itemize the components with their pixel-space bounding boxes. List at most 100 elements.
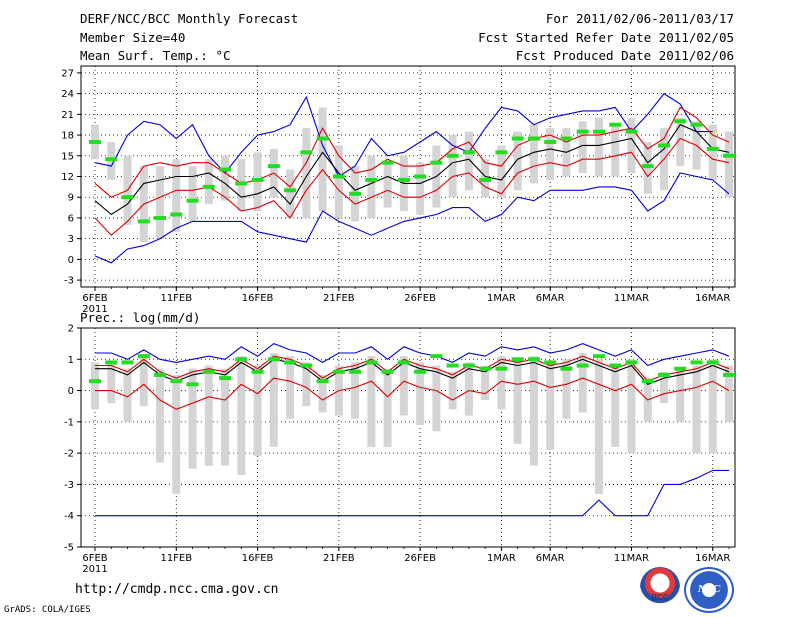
spread-box	[351, 362, 360, 419]
ensemble-mean-line	[94, 124, 730, 216]
spread-box	[286, 169, 295, 218]
spread-box	[725, 131, 733, 198]
spread-box	[188, 166, 197, 222]
spread-box	[221, 368, 230, 466]
spread-box	[383, 368, 392, 447]
precip-panel-title: Prec.: log(mm/d)	[80, 310, 201, 325]
spread-lower-line	[94, 137, 730, 236]
spread-box	[659, 371, 668, 404]
y-tick-label: 24	[61, 89, 74, 100]
spread-box	[172, 159, 181, 232]
observation-marker	[674, 119, 687, 124]
spread-box	[448, 371, 457, 410]
observation-marker	[560, 136, 573, 141]
spread-box	[513, 131, 522, 191]
spread-box	[188, 368, 197, 469]
x-tick-label: 21FEB	[323, 293, 355, 304]
spread-box	[204, 159, 213, 205]
spread-lower-line	[95, 377, 730, 410]
observation-marker	[690, 122, 703, 127]
observation-marker	[511, 136, 524, 141]
observation-marker	[186, 382, 199, 387]
spread-box	[139, 356, 148, 407]
observation-marker	[300, 150, 313, 155]
spread-box	[156, 368, 165, 463]
spread-box	[562, 359, 571, 419]
plot-frame	[80, 327, 736, 548]
observation-marker	[137, 219, 150, 224]
observation-marker	[332, 174, 345, 179]
observation-marker	[592, 354, 605, 359]
spread-box	[611, 365, 620, 447]
year-label: 2011	[82, 564, 107, 575]
spread-box	[416, 362, 425, 425]
observation-marker	[349, 369, 362, 374]
y-tick-label: -3	[64, 276, 74, 287]
observation-marker	[137, 354, 150, 359]
x-tick-label: 26FEB	[404, 293, 436, 304]
observation-marker	[300, 363, 313, 368]
x-tick-label: 11FEB	[160, 293, 192, 304]
spread-box	[708, 124, 717, 180]
spread-box	[237, 356, 246, 476]
y-tick-label: -3	[64, 480, 74, 491]
spread-box	[399, 356, 408, 416]
spread-box	[594, 117, 603, 177]
observation-marker	[251, 369, 264, 374]
spread-box	[464, 362, 473, 416]
observation-marker	[414, 369, 427, 374]
observation-marker	[479, 366, 492, 371]
spread-box	[91, 362, 99, 410]
spread-box	[253, 365, 262, 457]
observation-marker	[576, 129, 589, 134]
observation-marker	[592, 129, 605, 134]
temperature-panel: -3 0 3 6 9 12 15 18 21 24 27 6FEB 11FEB 16FEB 21FEB 26F…	[61, 65, 736, 315]
spread-box	[513, 359, 522, 444]
x-tick-label: 11MAR	[614, 293, 649, 304]
observation-marker	[690, 360, 703, 365]
y-tick-label: 21	[61, 110, 74, 121]
spread-box	[172, 374, 181, 494]
observation-marker	[657, 143, 670, 148]
observation-marker	[219, 376, 232, 381]
observation-marker	[365, 360, 378, 365]
ncc-logo-text: NCC	[697, 583, 721, 595]
spread-box	[464, 131, 473, 191]
spread-box	[367, 356, 376, 447]
year-label: 2011	[82, 304, 107, 315]
y-tick-label: 3	[68, 234, 74, 245]
spread-box	[578, 121, 587, 174]
observation-marker	[723, 372, 735, 377]
bcc-logo: BCC	[640, 567, 680, 607]
observation-marker	[495, 366, 508, 371]
max-line	[95, 342, 730, 367]
x-tick-label: 6MAR	[536, 293, 565, 304]
observation-marker	[430, 160, 443, 165]
source-url[interactable]: http://cmdp.ncc.cma.gov.cn	[75, 582, 279, 597]
spread-box	[529, 124, 538, 184]
spread-box	[318, 107, 327, 212]
y-tick-label: 6	[68, 213, 74, 224]
observation-marker	[430, 354, 443, 359]
y-tick-label: 0	[68, 255, 74, 266]
observation-marker	[527, 136, 540, 141]
y-tick-label: 1	[68, 355, 74, 366]
observation-marker	[446, 363, 459, 368]
observation-marker	[365, 177, 378, 182]
observation-marker	[170, 212, 183, 217]
spread-box	[546, 128, 555, 180]
observation-marker	[316, 379, 329, 384]
spread-box	[594, 359, 603, 494]
observation-marker	[576, 363, 589, 368]
spread-box	[627, 117, 636, 174]
spread-box	[529, 356, 538, 466]
spread-box	[334, 145, 343, 218]
spread-box	[221, 155, 230, 201]
observation-marker	[723, 153, 735, 158]
min-line	[94, 172, 730, 264]
observation-marker	[121, 360, 134, 365]
observation-marker	[316, 136, 329, 141]
spread-box	[432, 365, 441, 432]
observation-marker	[105, 157, 118, 162]
